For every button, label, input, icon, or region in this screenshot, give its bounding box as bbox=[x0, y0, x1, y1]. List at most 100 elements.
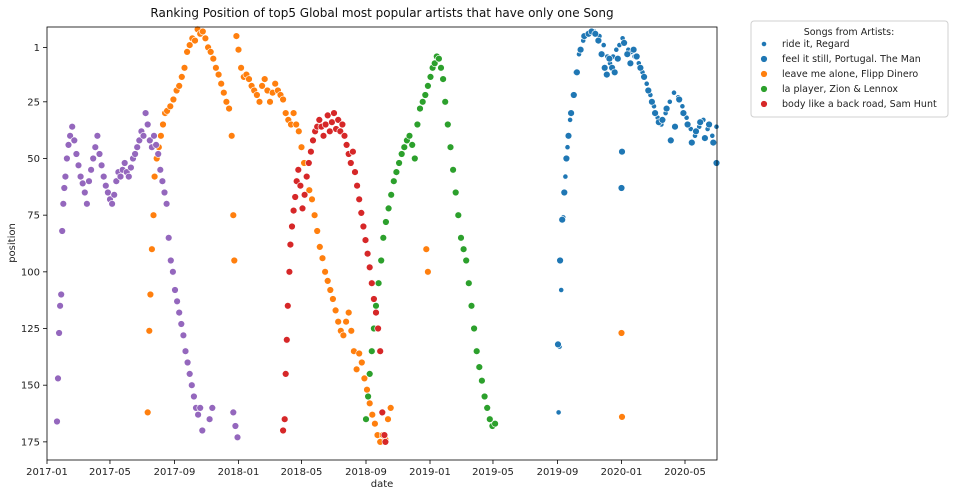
data-point bbox=[576, 45, 585, 54]
data-point bbox=[473, 347, 481, 355]
legend-marker bbox=[761, 41, 767, 47]
data-point bbox=[89, 154, 97, 163]
data-point bbox=[282, 109, 290, 117]
data-point bbox=[643, 80, 650, 87]
data-point bbox=[288, 222, 296, 231]
data-point bbox=[186, 41, 194, 49]
data-point bbox=[120, 159, 129, 167]
data-point bbox=[617, 329, 626, 337]
data-point bbox=[376, 347, 384, 355]
data-point bbox=[626, 59, 635, 67]
data-point bbox=[291, 193, 299, 201]
x-tick-label: 2018-01 bbox=[218, 467, 260, 478]
data-point bbox=[261, 75, 269, 83]
data-point bbox=[85, 177, 93, 185]
data-point bbox=[640, 73, 648, 81]
data-point bbox=[688, 138, 696, 147]
data-point bbox=[340, 132, 349, 140]
data-point bbox=[178, 73, 186, 81]
data-point bbox=[573, 68, 581, 77]
x-tick-label: 2019-05 bbox=[472, 467, 514, 478]
chart-title: Ranking Position of top5 Global most pop… bbox=[150, 6, 613, 20]
data-point bbox=[491, 420, 499, 428]
data-point bbox=[285, 268, 294, 276]
data-point bbox=[316, 243, 324, 251]
data-point bbox=[183, 358, 192, 367]
data-point bbox=[384, 204, 393, 213]
data-point bbox=[165, 234, 173, 242]
data-point bbox=[150, 172, 159, 181]
data-point bbox=[591, 30, 599, 38]
data-point bbox=[139, 132, 148, 140]
x-tick-label: 2018-05 bbox=[281, 467, 323, 478]
data-point bbox=[603, 70, 611, 79]
data-point bbox=[283, 336, 291, 344]
data-point bbox=[292, 120, 300, 129]
data-point bbox=[666, 98, 673, 105]
data-point bbox=[212, 64, 220, 72]
data-point bbox=[692, 127, 700, 136]
data-point bbox=[171, 286, 179, 294]
data-point bbox=[366, 263, 374, 271]
data-point bbox=[554, 340, 562, 349]
data-point bbox=[475, 363, 483, 371]
data-point bbox=[225, 104, 233, 113]
data-point bbox=[600, 64, 609, 72]
data-point bbox=[334, 116, 342, 124]
data-point bbox=[232, 32, 241, 40]
data-point bbox=[298, 204, 307, 213]
data-point bbox=[144, 120, 152, 129]
data-point bbox=[457, 234, 465, 242]
legend-label: la player, Zion & Lennox bbox=[782, 84, 898, 95]
data-point bbox=[131, 150, 139, 158]
data-point bbox=[198, 426, 207, 435]
data-point bbox=[560, 188, 568, 197]
data-point bbox=[379, 234, 387, 242]
data-point bbox=[705, 120, 713, 129]
data-point bbox=[480, 392, 489, 401]
data-point bbox=[78, 179, 87, 188]
data-point bbox=[175, 82, 183, 90]
data-point bbox=[675, 95, 683, 104]
data-point bbox=[87, 166, 95, 174]
data-point bbox=[390, 177, 398, 185]
data-point bbox=[345, 308, 353, 317]
data-point bbox=[331, 306, 340, 315]
x-axis-label: date bbox=[371, 479, 394, 490]
data-point bbox=[108, 200, 116, 208]
data-point bbox=[234, 45, 243, 54]
legend-label: leave me alone, Flipp Dinero bbox=[782, 69, 918, 80]
data-point bbox=[366, 370, 374, 378]
data-point bbox=[61, 172, 70, 181]
data-point bbox=[355, 195, 363, 204]
data-point bbox=[207, 48, 215, 56]
data-point bbox=[59, 200, 67, 208]
data-point bbox=[169, 268, 177, 276]
data-point bbox=[300, 191, 309, 199]
data-point bbox=[349, 148, 357, 156]
data-point bbox=[321, 268, 329, 276]
data-point bbox=[60, 184, 69, 192]
data-point bbox=[229, 408, 238, 417]
data-point bbox=[400, 143, 408, 151]
data-point bbox=[217, 79, 225, 88]
data-point bbox=[152, 141, 160, 149]
data-point bbox=[424, 82, 432, 90]
data-point bbox=[91, 143, 100, 151]
data-point bbox=[368, 411, 376, 419]
data-point bbox=[421, 91, 429, 99]
data-point bbox=[74, 161, 83, 170]
data-point bbox=[180, 64, 189, 72]
data-point bbox=[347, 159, 355, 167]
data-point bbox=[279, 95, 287, 104]
data-point bbox=[315, 116, 323, 124]
data-point bbox=[112, 177, 121, 185]
data-point bbox=[279, 426, 287, 435]
x-tick-label: 2017-05 bbox=[89, 467, 131, 478]
data-point bbox=[149, 211, 158, 219]
data-point bbox=[363, 250, 372, 258]
data-point bbox=[605, 54, 614, 63]
data-point bbox=[309, 136, 317, 145]
data-point bbox=[318, 254, 327, 262]
